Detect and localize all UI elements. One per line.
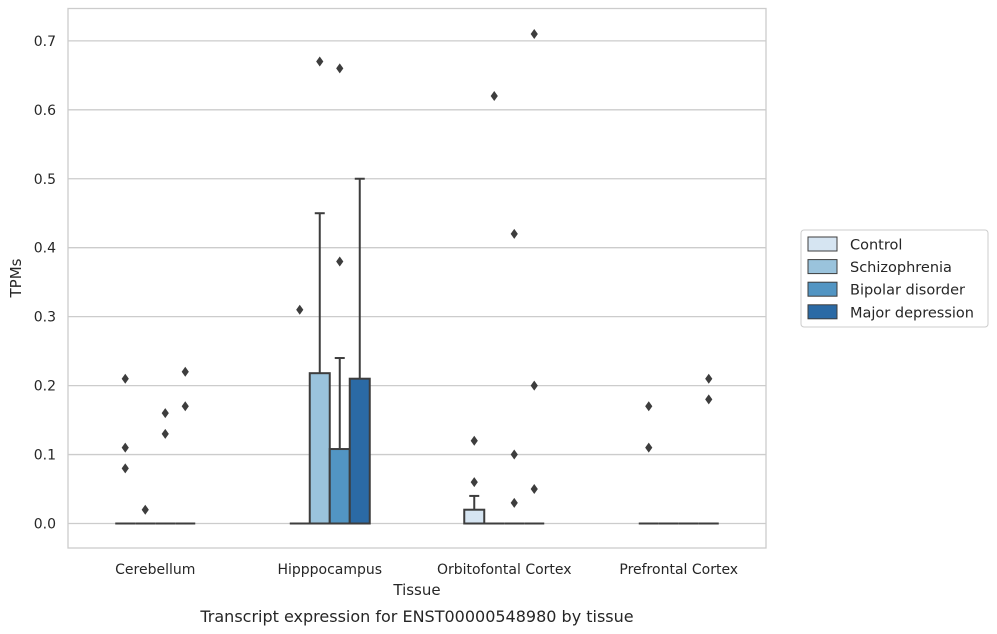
outlier-point xyxy=(470,435,478,446)
box-group xyxy=(524,28,545,525)
y-tick-label: 0.3 xyxy=(34,310,56,326)
box-group xyxy=(698,373,719,525)
outlier-point xyxy=(645,442,653,453)
outlier-point xyxy=(470,477,478,488)
outlier-point xyxy=(530,28,538,39)
box-group xyxy=(308,56,331,525)
box-group xyxy=(175,366,196,525)
x-tick-label: Prefrontal Cortex xyxy=(619,562,738,578)
outlier-point xyxy=(161,428,169,439)
x-tick-label: Orbitofontal Cortex xyxy=(437,562,572,578)
outlier-point xyxy=(161,408,169,419)
y-tick-labels: 0.0 0.1 0.2 0.3 0.4 0.5 0.6 0.7 xyxy=(34,34,56,533)
plot-area-frame xyxy=(67,7,767,549)
box-group xyxy=(289,304,310,525)
outlier-point xyxy=(336,63,344,74)
legend-label: Control xyxy=(850,238,902,254)
x-tick-label: Hipppocampus xyxy=(277,562,382,578)
legend-swatch xyxy=(807,304,838,320)
box-group xyxy=(504,228,525,525)
box-marks xyxy=(115,28,719,525)
x-axis-label: Tissue xyxy=(392,581,440,599)
box-group xyxy=(135,504,156,525)
y-axis-label: TPMs xyxy=(7,258,25,298)
outlier-point xyxy=(121,442,129,453)
legend-swatch xyxy=(807,281,838,297)
y-tick-label: 0.2 xyxy=(34,379,56,395)
y-tick-label: 0.5 xyxy=(34,172,56,188)
box-group xyxy=(638,401,659,525)
y-tick-label: 0.4 xyxy=(34,241,56,257)
x-tick-label: Cerebellum xyxy=(115,562,195,578)
outlier-point xyxy=(316,56,324,67)
outlier-point xyxy=(510,449,518,460)
box-group xyxy=(463,435,486,525)
legend-frame xyxy=(800,229,989,328)
y-tick-label: 0.7 xyxy=(34,34,56,50)
box-body xyxy=(348,377,371,525)
outlier-point xyxy=(530,484,538,495)
y-tick-label: 0.1 xyxy=(34,448,56,464)
chart-caption: Transcript expression for ENST0000054898… xyxy=(199,607,633,626)
legend-swatch xyxy=(807,259,838,275)
grid-lines xyxy=(68,40,766,525)
outlier-point xyxy=(510,228,518,239)
box-group xyxy=(155,408,176,525)
box-group xyxy=(348,177,371,525)
outlier-point xyxy=(705,394,713,405)
box-group xyxy=(484,91,505,525)
outlier-point xyxy=(121,463,129,474)
legend-swatch xyxy=(807,236,838,252)
outlier-point xyxy=(181,401,189,412)
box-body xyxy=(328,448,351,525)
outlier-point xyxy=(490,91,498,102)
y-tick-label: 0.6 xyxy=(34,103,56,119)
y-tick-label: 0.0 xyxy=(34,517,56,533)
outlier-point xyxy=(296,304,304,315)
legend-label: Bipolar disorder xyxy=(850,283,965,299)
outlier-point xyxy=(336,256,344,267)
outlier-point xyxy=(141,504,149,515)
outlier-point xyxy=(121,373,129,384)
x-tick-labels: Cerebellum Hipppocampus Orbitofontal Corte… xyxy=(115,562,738,578)
outlier-point xyxy=(645,401,653,412)
legend-label: Schizophrenia xyxy=(850,260,952,276)
outlier-point xyxy=(181,366,189,377)
legend: Control Schizophrenia Bipolar disorder Majo… xyxy=(800,229,989,328)
outlier-point xyxy=(705,373,713,384)
outlier-point xyxy=(510,497,518,508)
box-body xyxy=(308,372,331,525)
box-group xyxy=(328,63,351,525)
box-group xyxy=(115,373,136,525)
box-body xyxy=(463,508,486,525)
outlier-point xyxy=(530,380,538,391)
legend-label: Major depression xyxy=(850,305,974,321)
